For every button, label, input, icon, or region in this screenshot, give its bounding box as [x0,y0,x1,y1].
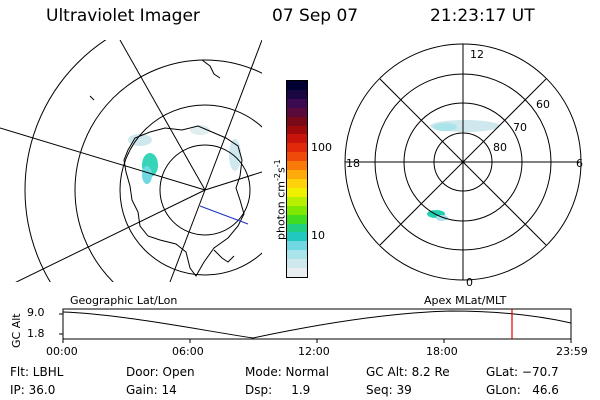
colorbar-segment [287,250,307,260]
colorbar-segment [287,107,307,117]
glon-info: GLon: 46.6 [486,383,559,397]
ip-info: IP: 36.0 [10,383,56,397]
time-tick-2359: 23:59 [556,345,588,358]
mlat-label-70: 70 [513,121,527,134]
gc-alt-info: GC Alt: 8.2 Re [366,365,450,379]
mlat-label-80: 80 [493,141,507,154]
colorbar-segment [287,259,307,269]
colorbar-segment [287,241,307,251]
colorbar-tick-10: 10 [311,229,325,242]
seq-info: Seq: 39 [366,383,412,397]
altitude-ylabel: GC Alt [10,313,23,348]
colorbar-segment [287,116,307,126]
colorbar-segment [287,143,307,153]
instrument-title: Ultraviolet Imager [46,6,200,26]
colorbar-segment [287,152,307,162]
time-tick-0000: 00:00 [46,345,78,358]
time-tick-0600: 06:00 [172,345,204,358]
colorbar-segment [287,205,307,215]
colorbar-segment [287,98,307,108]
alt-tick-9: 9.0 [27,306,45,319]
colorbar-segment [287,223,307,233]
gain-info: Gain: 14 [126,383,177,397]
colorbar-segment [287,178,307,188]
geo-map-label: Geographic Lat/Lon [70,294,178,307]
colorbar-segment [287,187,307,197]
colorbar-segment [287,134,307,144]
colorbar-segment [287,214,307,224]
colorbar-tick-100: 100 [311,141,332,154]
colorbar-segment [287,268,307,277]
time-tick-1800: 18:00 [426,345,458,358]
date-label: 07 Sep 07 [272,6,359,26]
glat-info: GLat: −70.7 [486,365,559,379]
mlt-label-12: 12 [470,48,484,61]
colorbar-segment [287,232,307,242]
colorbar-segment [287,196,307,206]
colorbar [286,80,308,278]
mlt-label-6: 6 [576,157,583,170]
door-info: Door: Open [126,365,195,379]
polar-plot-label: Apex MLat/MLT [424,294,507,307]
mode-info: Mode: Normal [245,365,329,379]
mlt-label-18: 18 [346,157,360,170]
mlt-label-0: 0 [466,276,473,289]
colorbar-segment [287,161,307,171]
time-label: 21:23:17 UT [430,6,535,26]
colorbar-segment [287,81,307,90]
dsp-info: Dsp: 1.9 [245,383,311,397]
mlat-label-60: 60 [536,98,550,111]
colorbar-segment [287,125,307,135]
colorbar-segment [287,89,307,99]
colorbar-segment [287,170,307,179]
filter-info: Flt: LBHL [10,365,64,379]
alt-tick-1-8: 1.8 [27,327,45,340]
time-tick-1200: 12:00 [298,345,330,358]
